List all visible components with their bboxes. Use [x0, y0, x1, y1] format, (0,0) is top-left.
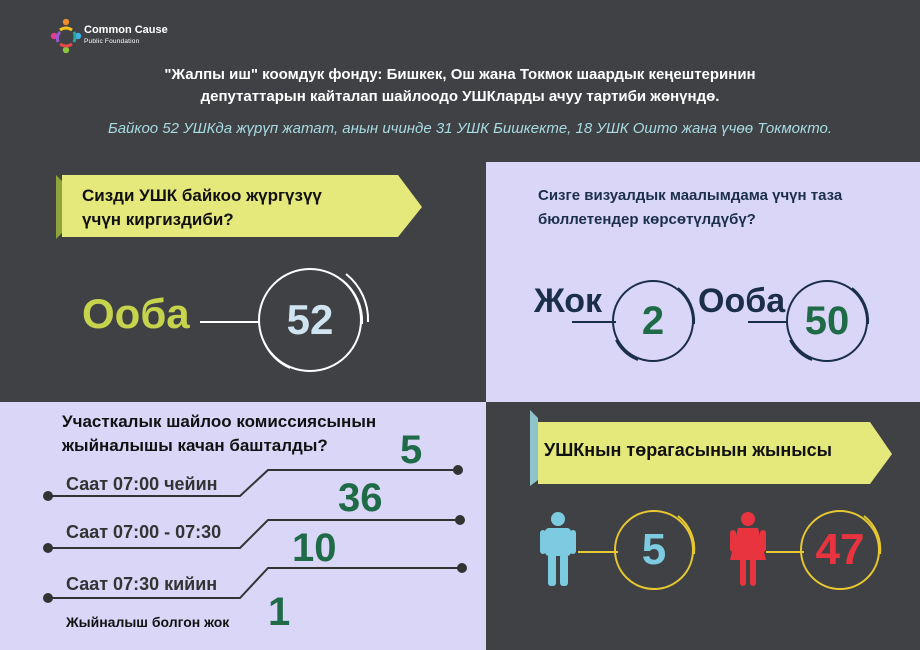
panel2-no-label: Жок	[534, 282, 603, 320]
title-line-2: депутаттарын кайталап шайлоодо УШКларды …	[200, 88, 720, 105]
panel2-question-line2: бюллетендер көрсөтүлдүбү?	[538, 211, 756, 228]
meeting-row-label: Саат 07:00 - 07:30	[66, 522, 222, 542]
panel3-question: Участкалык шайлоо комиссиясынын жыйналыш…	[62, 410, 376, 458]
meeting-row-value: 5	[400, 428, 423, 472]
female-value-ring: 47	[800, 510, 880, 590]
panel2-no-ring: 2	[612, 280, 694, 362]
meeting-row-value: 10	[292, 526, 337, 570]
panel2-yes-ring: 50	[786, 280, 868, 362]
panel2-yes-connector	[748, 321, 788, 323]
panel1-question-line1: Сизди УШК байкоо жүргүзүү	[82, 186, 322, 205]
panel2-yes-arc-icon	[789, 287, 870, 361]
panel3-question-line2: жыйналышы качан башталды?	[62, 436, 328, 455]
panel3-timeline-lines	[43, 465, 467, 603]
page-subtitle: Байкоо 52 УШКда жүрүп жатат, анын ичинде…	[107, 120, 833, 137]
panel2-question: Сизге визуалдык маалымдама үчүн таза бюл…	[538, 184, 842, 232]
panel1-value-ring: 52	[258, 268, 362, 372]
panel1-question: Сизди УШК байкоо жүргүзүү үчүн киргиздиб…	[82, 184, 322, 232]
panel2-no-connector	[572, 321, 616, 323]
female-connector	[766, 551, 804, 553]
panel1-question-line2: үчүн киргиздиби?	[82, 210, 234, 229]
panel1-ribbon	[56, 175, 422, 239]
panel4-ribbon	[530, 410, 892, 486]
panel4-title: УШКнын төрагасынын жынысы	[544, 440, 832, 460]
panel2-no-arc-icon	[615, 287, 696, 361]
panel1-answer-label: Ооба	[82, 290, 190, 337]
brand-name: Common Cause	[84, 24, 168, 36]
panel1-connector	[200, 321, 260, 323]
meeting-row-label: Саат 07:00 чейин	[66, 474, 218, 494]
female-value: 47	[815, 525, 865, 574]
meeting-row-value: 36	[338, 476, 383, 520]
male-connector	[578, 551, 618, 553]
panel2-no-value: 2	[641, 298, 665, 343]
panel2-yes-value: 50	[804, 298, 850, 343]
panel-meeting-time	[0, 402, 486, 650]
page-title: "Жалпы иш" коомдук фонду: Бишкек, Ош жан…	[60, 64, 860, 108]
meeting-row-label: Саат 07:30 кийин	[66, 574, 218, 594]
woman-icon	[730, 512, 766, 586]
panel-ballots	[486, 162, 920, 402]
panel2-yes-label: Ооба	[698, 282, 786, 320]
common-cause-logo-icon	[50, 18, 82, 54]
meeting-row-label: Жыйналыш болгон жок	[66, 614, 230, 630]
male-ring-arc-icon	[677, 515, 696, 555]
male-value-ring: 5	[614, 510, 694, 590]
female-ring-arc-icon	[863, 515, 882, 555]
male-value: 5	[641, 525, 667, 574]
panel1-ring-arc-icon	[263, 273, 370, 369]
title-line-1: "Жалпы иш" коомдук фонду: Бишкек, Ош жан…	[164, 66, 756, 83]
brand-subtitle: Public Foundation	[84, 38, 140, 45]
panel3-question-line1: Участкалык шайлоо комиссиясынын	[62, 412, 377, 431]
panel1-answer-value: 52	[286, 296, 334, 343]
man-icon	[540, 512, 576, 586]
panel2-question-line1: Сизге визуалдык маалымдама үчүн таза	[538, 187, 843, 204]
meeting-row-value: 1	[268, 590, 291, 634]
